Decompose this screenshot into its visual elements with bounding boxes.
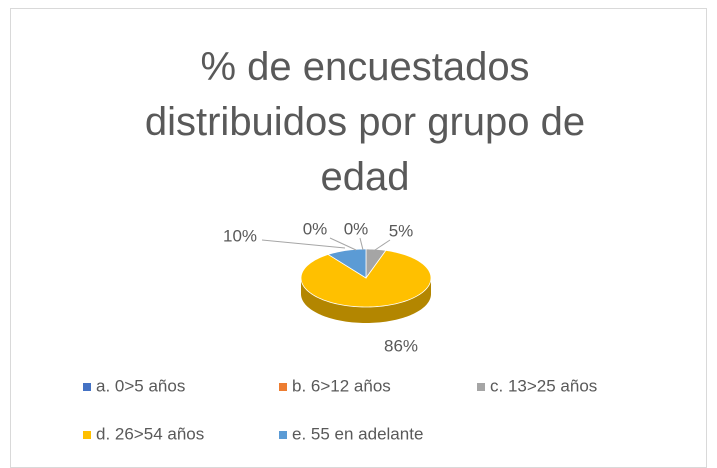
legend-label: b. 6>12 años [292,376,391,395]
legend-marker [279,431,287,439]
legend-marker [279,383,287,391]
legend-label: a. 0>5 años [96,376,185,395]
data-label: 86% [384,336,418,355]
legend-marker [477,383,485,391]
leader-line [371,239,391,253]
leader-line [329,237,357,251]
legend-label: c. 13>25 años [490,376,597,395]
legend-label: d. 26>54 años [96,424,204,443]
data-label: 0% [344,219,369,238]
legend-marker [83,431,91,439]
data-label: 10% [223,226,257,245]
pie-slice [300,249,432,308]
legend-label: e. 55 en adelante [292,424,423,443]
chart-title: % de encuestados distribuidos por grupo … [144,45,586,199]
leader-line [261,239,346,249]
pie-slice-side [301,278,431,323]
data-label: 5% [389,221,414,240]
legend-marker [83,383,91,391]
data-label: 0% [303,219,328,238]
leader-line [359,237,364,251]
pie-slice [327,248,367,279]
